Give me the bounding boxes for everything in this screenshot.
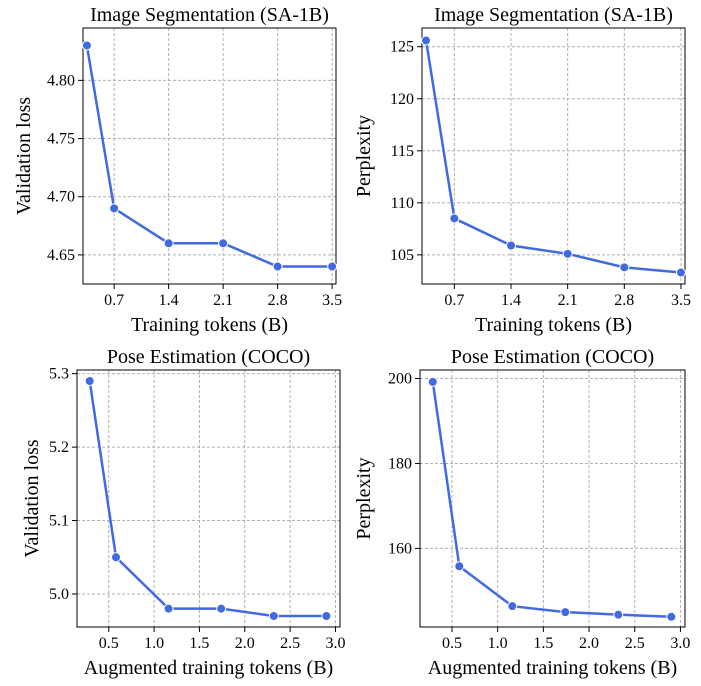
x-tick-label: 0.5 — [442, 635, 462, 652]
x-axis-label: Training tokens (B) — [475, 314, 632, 336]
series-line — [431, 381, 672, 619]
data-point — [666, 611, 677, 622]
x-tick-label: 1.5 — [533, 635, 553, 652]
x-tick-label: 1.0 — [488, 635, 508, 652]
data-point — [84, 376, 95, 387]
data-point — [427, 376, 438, 387]
data-point — [327, 261, 338, 272]
x-tick-label: 2.5 — [625, 635, 645, 652]
plot-frame — [419, 369, 686, 628]
data-point — [272, 261, 283, 272]
plot-frame — [76, 369, 341, 628]
y-tick-label: 4.80 — [47, 72, 75, 89]
x-tick-label: 3.0 — [670, 635, 690, 652]
chart-title: Image Segmentation (SA-1B) — [90, 4, 329, 26]
x-axis-label: Training tokens (B) — [131, 314, 288, 336]
data-point — [268, 610, 279, 621]
x-tick-label: 2.8 — [268, 292, 288, 309]
y-tick-label: 5.1 — [49, 513, 69, 530]
data-point — [216, 603, 227, 614]
data-point — [613, 609, 624, 620]
x-tick-label: 0.7 — [104, 292, 124, 309]
data-point — [449, 213, 460, 224]
y-tick-label: 105 — [390, 247, 414, 264]
x-tick-label: 2.0 — [235, 635, 255, 652]
y-tick-label: 5.0 — [49, 586, 69, 603]
chart-panel-4: 0.5 1.0 1.5 2.0 2.5 3.0 160 180 200 Pose Estimati… — [353, 346, 690, 679]
x-axis-label: Augmented training tokens (B) — [84, 657, 333, 679]
x-tick-label: 2.1 — [558, 292, 578, 309]
chart-title: Image Segmentation (SA-1B) — [434, 4, 673, 26]
series-line — [424, 40, 682, 274]
y-tick-label: 4.75 — [47, 131, 75, 148]
y-axis-label: Validation loss — [21, 439, 43, 558]
data-point — [454, 561, 465, 572]
data-point — [81, 40, 92, 51]
y-tick-label: 120 — [390, 91, 414, 108]
y-tick-label: 5.3 — [49, 366, 69, 383]
data-point — [675, 267, 686, 278]
y-tick-label: 125 — [390, 39, 414, 56]
data-point — [218, 238, 229, 249]
data-point — [163, 603, 174, 614]
data-point — [507, 601, 518, 612]
plot-frame — [421, 27, 686, 285]
y-tick-label: 4.70 — [47, 189, 75, 206]
x-tick-label: 3.5 — [322, 292, 342, 309]
plot-frame — [82, 27, 337, 285]
y-tick-label: 115 — [391, 143, 414, 160]
x-tick-label: 0.7 — [444, 292, 464, 309]
y-axis-label: Validation loss — [13, 97, 35, 216]
x-tick-label: 1.0 — [144, 635, 164, 652]
x-tick-label: 3.0 — [325, 635, 345, 652]
data-point — [560, 607, 571, 618]
y-axis-label: Perplexity — [353, 115, 375, 197]
x-axis-label: Augmented training tokens (B) — [428, 657, 677, 679]
y-tick-label: 200 — [388, 370, 412, 387]
chart-panel-1: 0.7 1.4 2.1 2.8 3.5 4.65 4.70 4.75 4.80 Image Seg… — [13, 4, 342, 336]
series-line — [85, 45, 333, 268]
x-tick-label: 1.5 — [189, 635, 209, 652]
y-tick-label: 4.65 — [47, 247, 75, 264]
chart-title: Pose Estimation (COCO) — [107, 346, 310, 368]
x-tick-label: 2.1 — [213, 292, 233, 309]
x-tick-label: 2.8 — [614, 292, 634, 309]
x-tick-label: 1.4 — [501, 292, 521, 309]
x-tick-label: 2.0 — [579, 635, 599, 652]
data-point — [321, 610, 332, 621]
x-tick-label: 1.4 — [159, 292, 179, 309]
y-tick-label: 160 — [388, 540, 412, 557]
y-tick-label: 180 — [388, 455, 412, 472]
y-tick-label: 5.2 — [49, 439, 69, 456]
x-tick-label: 3.5 — [671, 292, 691, 309]
y-tick-label: 110 — [391, 195, 414, 212]
data-point — [506, 240, 517, 251]
chart-title: Pose Estimation (COCO) — [451, 346, 654, 368]
data-point — [619, 262, 630, 273]
data-point — [110, 552, 121, 563]
data-point — [562, 248, 573, 259]
data-point — [109, 203, 120, 214]
x-tick-label: 0.5 — [99, 635, 119, 652]
data-point — [163, 238, 174, 249]
x-tick-label: 2.5 — [280, 635, 300, 652]
y-axis-label: Perplexity — [353, 457, 375, 539]
chart-panel-3: 0.5 1.0 1.5 2.0 2.5 3.0 5.0 5.1 5.2 5.3 Pose Estim… — [21, 346, 345, 679]
chart-panel-2: 0.7 1.4 2.1 2.8 3.5 105 110 115 120 125 Image Segm… — [353, 4, 691, 336]
data-point — [421, 35, 432, 46]
series-line — [88, 380, 327, 618]
